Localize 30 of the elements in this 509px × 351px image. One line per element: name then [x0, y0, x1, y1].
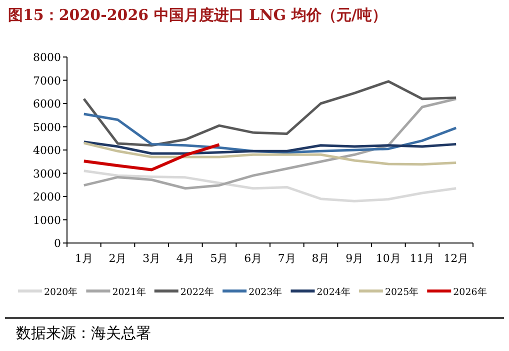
- y-tick-label: 8000: [33, 51, 61, 64]
- y-tick-label: 7000: [33, 74, 61, 88]
- x-tick-label: 10月: [376, 252, 401, 265]
- chart-title: 图15：2020-2026 中国月度进口 LNG 均价（元/吨）: [8, 6, 387, 24]
- y-tick-label: 2000: [33, 190, 61, 204]
- y-tick-label: 4000: [33, 144, 61, 157]
- x-tick-label: 12月: [444, 252, 469, 265]
- y-tick-label: 1000: [33, 214, 61, 227]
- x-tick-label: 4月: [176, 252, 194, 265]
- x-tick-label: 11月: [410, 252, 435, 265]
- x-tick-label: 6月: [244, 252, 262, 265]
- x-tick-label: 2月: [108, 252, 127, 265]
- legend-label: 2025年: [384, 286, 420, 298]
- legend-label: 2024年: [316, 286, 351, 298]
- y-tick-label: 6000: [33, 98, 61, 110]
- legend-label: 2026年: [453, 286, 488, 298]
- y-tick-label: 5000: [33, 120, 61, 134]
- legend-label: 2022年: [180, 286, 215, 298]
- legend-label: 2020年: [44, 286, 78, 298]
- x-tick-label: 1月: [74, 252, 93, 265]
- x-tick-label: 7月: [278, 252, 296, 265]
- y-tick-label: 0: [54, 237, 61, 250]
- legend-label: 2021年: [112, 286, 146, 298]
- x-tick-label: 8月: [312, 252, 330, 265]
- x-tick-label: 3月: [142, 252, 161, 265]
- x-tick-label: 5月: [210, 252, 228, 265]
- y-tick-label: 3000: [33, 167, 61, 180]
- x-tick-label: 9月: [346, 252, 364, 265]
- source-note: 数据来源：海关总署: [16, 324, 151, 342]
- legend-label: 2023年: [248, 286, 283, 298]
